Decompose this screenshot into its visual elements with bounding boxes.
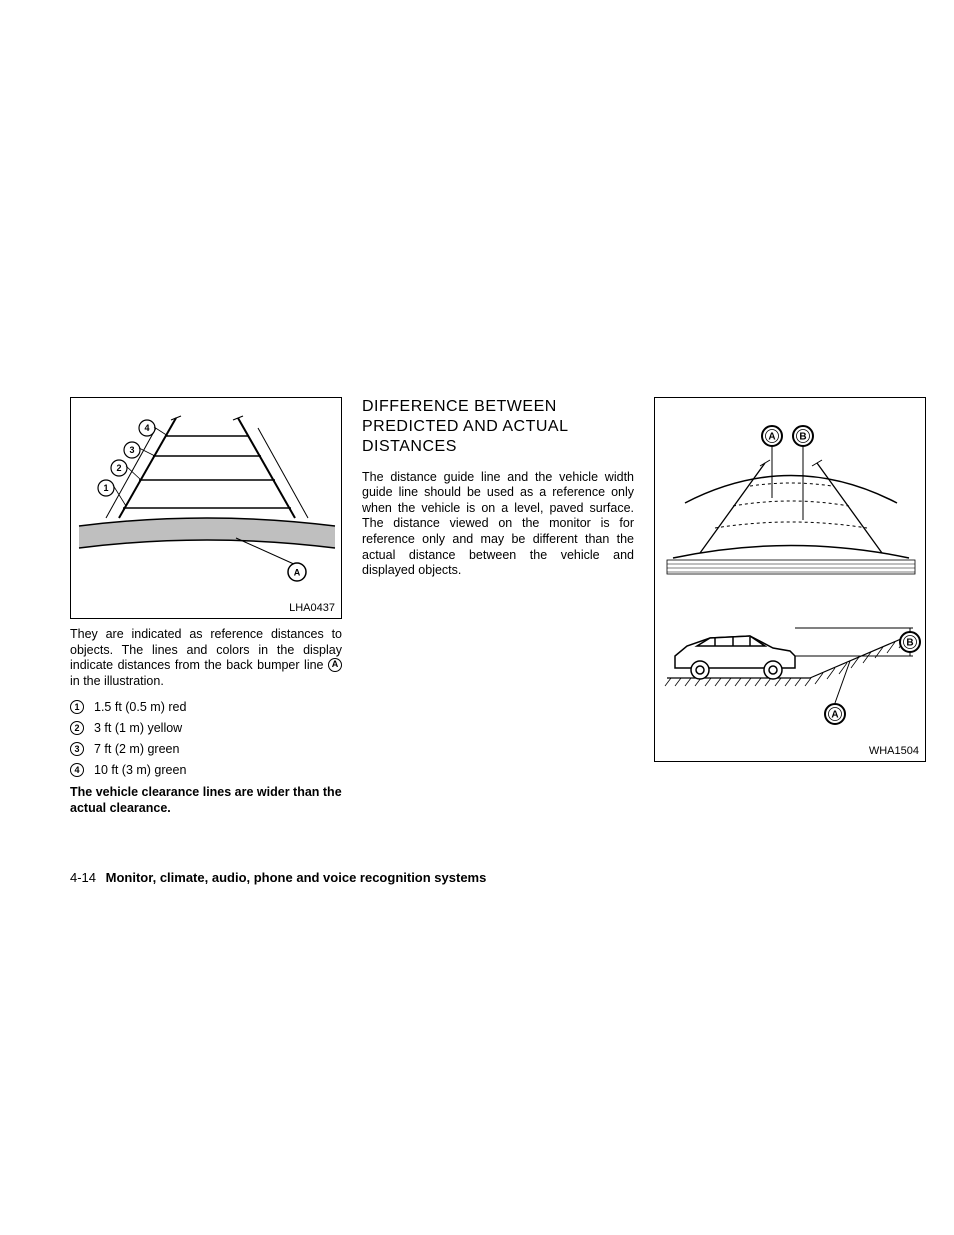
list-marker-2: 2 xyxy=(70,721,84,735)
list-item: 3 7 ft (2 m) green xyxy=(70,742,342,757)
list-text: 10 ft (3 m) green xyxy=(94,763,186,778)
page: 1 2 3 4 A LHA0437 They xyxy=(0,0,954,1235)
svg-text:B: B xyxy=(906,638,913,649)
list-marker-4: 4 xyxy=(70,763,84,777)
svg-text:A: A xyxy=(294,568,301,578)
svg-text:2: 2 xyxy=(116,463,121,473)
inline-marker-a: A xyxy=(328,658,342,672)
svg-text:3: 3 xyxy=(129,445,134,455)
intro-paragraph: They are indicated as reference distance… xyxy=(70,627,342,690)
svg-text:B: B xyxy=(799,432,806,443)
column-left: 1 2 3 4 A LHA0437 They xyxy=(70,397,342,829)
list-item: 1 1.5 ft (0.5 m) red xyxy=(70,700,342,715)
list-marker-1: 1 xyxy=(70,700,84,714)
section-body: The distance guide line and the vehicle … xyxy=(362,470,634,579)
distance-list: 1 1.5 ft (0.5 m) red 2 3 ft (1 m) yellow… xyxy=(70,700,342,778)
intro-text-pre: They are indicated as reference distance… xyxy=(70,627,342,672)
list-item: 2 3 ft (1 m) yellow xyxy=(70,721,342,736)
figure-lha0437: 1 2 3 4 A LHA0437 xyxy=(70,397,342,619)
section-heading: DIFFERENCE BETWEEN PREDICTED AND ACTUAL … xyxy=(362,397,634,457)
intro-text-post: in the illustration. xyxy=(70,674,164,688)
page-footer: 4-14 Monitor, climate, audio, phone and … xyxy=(70,870,486,885)
svg-text:1: 1 xyxy=(103,483,108,493)
columns: 1 2 3 4 A LHA0437 They xyxy=(70,397,884,829)
svg-text:A: A xyxy=(831,710,838,721)
list-text: 7 ft (2 m) green xyxy=(94,742,179,757)
diagram-rear-view: 1 2 3 4 A xyxy=(71,398,343,620)
list-marker-3: 3 xyxy=(70,742,84,756)
figure-caption: WHA1504 xyxy=(869,745,919,757)
list-text: 1.5 ft (0.5 m) red xyxy=(94,700,186,715)
diagram-distance-difference: A B xyxy=(655,398,927,763)
list-item: 4 10 ft (3 m) green xyxy=(70,763,342,778)
column-right: A B xyxy=(654,397,926,829)
section-title: Monitor, climate, audio, phone and voice… xyxy=(106,870,487,885)
svg-text:A: A xyxy=(768,432,775,443)
svg-text:4: 4 xyxy=(144,423,149,433)
bold-note: The vehicle clearance lines are wider th… xyxy=(70,784,342,817)
column-middle: DIFFERENCE BETWEEN PREDICTED AND ACTUAL … xyxy=(362,397,634,829)
page-number: 4-14 xyxy=(70,870,96,885)
list-text: 3 ft (1 m) yellow xyxy=(94,721,182,736)
figure-wha1504: A B xyxy=(654,397,926,762)
figure-caption: LHA0437 xyxy=(289,602,335,614)
